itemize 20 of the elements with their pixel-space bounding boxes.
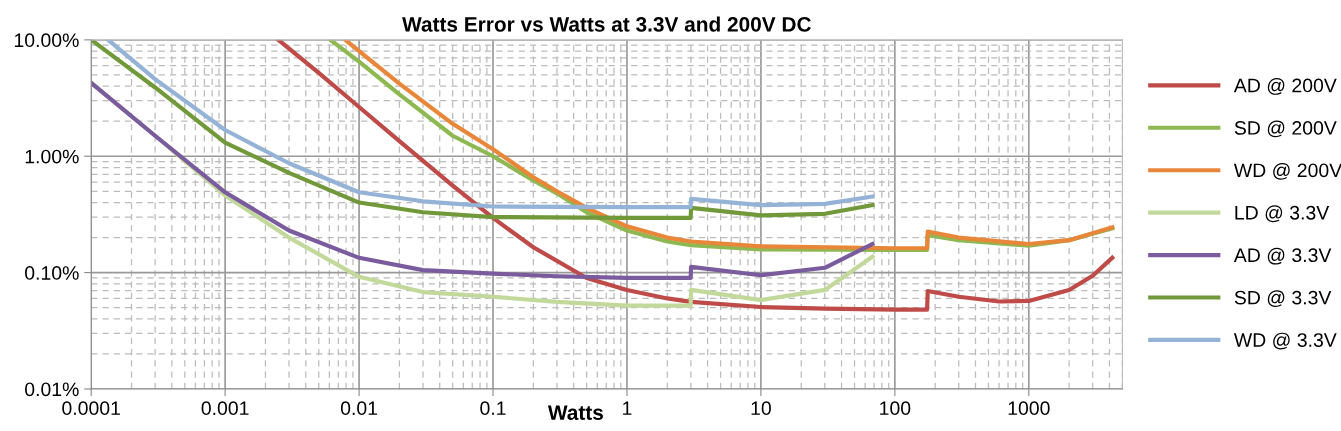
x-tick-label: 0.001 — [201, 401, 249, 416]
legend-label: LD @ 3.3V — [1235, 205, 1330, 223]
y-tick-label: 0.01% — [25, 382, 79, 397]
x-tick-label: 10 — [751, 401, 771, 416]
y-tick-label: 10.00% — [14, 33, 79, 48]
x-tick-label: 0.01 — [340, 401, 378, 416]
x-tick-label: 0.1 — [480, 401, 506, 416]
chart-title: Watts Error vs Watts at 3.3V and 200V DC — [402, 16, 811, 32]
x-tick-label: 0.0001 — [62, 401, 120, 416]
legend-label: SD @ 3.3V — [1234, 290, 1332, 307]
legend-label: SD @ 200V — [1234, 120, 1337, 138]
legend-label: AD @ 3.3V — [1233, 247, 1332, 265]
y-tick-label: 1.00% — [25, 149, 79, 164]
x-tick-label: 1000 — [1008, 401, 1050, 416]
legend-label: AD @ 200V — [1233, 78, 1337, 95]
y-tick-label: 0.10% — [25, 266, 79, 280]
x-axis-title: Watts — [547, 405, 603, 420]
x-tick-label: 1 — [623, 401, 632, 415]
legend-label: WD @ 3.3V — [1233, 332, 1337, 350]
x-tick-label: 100 — [880, 401, 911, 416]
